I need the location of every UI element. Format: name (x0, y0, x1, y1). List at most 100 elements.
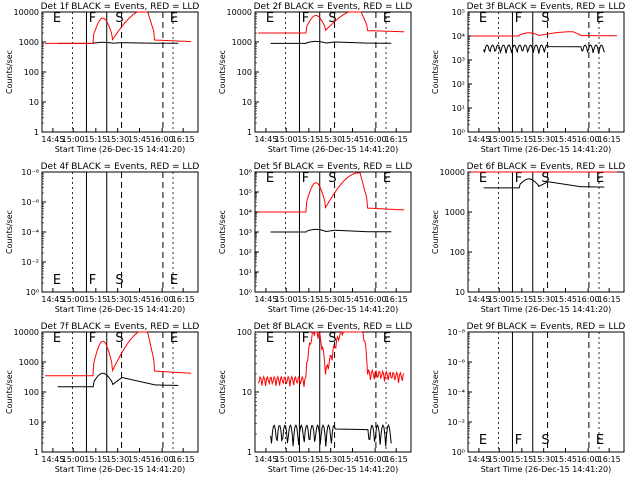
y-axis-label: Counts/sec (5, 210, 14, 254)
x-tick-label: 15:00 (488, 295, 511, 304)
y-axis-label: Counts/sec (431, 370, 440, 414)
y-tick-label: 10³ (239, 228, 252, 237)
x-tick-label: 16:15 (385, 455, 408, 464)
y-tick-label: 1 (247, 128, 252, 137)
flag-label: F (515, 433, 522, 448)
flag-label: E (266, 171, 274, 186)
lld-series-line (257, 331, 405, 388)
x-tick-label: 14:45 (41, 135, 64, 144)
x-tick-label: 16:15 (172, 455, 195, 464)
flag-label: F (302, 11, 309, 26)
flag-label: E (383, 11, 391, 26)
x-tick-label: 16:15 (385, 135, 408, 144)
y-tick-label: 10⁰ (452, 448, 465, 457)
x-tick-label: 15:15 (510, 455, 533, 464)
x-tick-label: 15:15 (297, 295, 320, 304)
events-series-line (270, 228, 392, 233)
x-tick-label: 14:45 (467, 135, 490, 144)
y-tick-label: 10⁻⁴ (447, 388, 465, 397)
flag-label: S (115, 11, 123, 26)
flag-label: F (302, 171, 309, 186)
chart-panel-2: Det 2f BLACK = Events, RED = LLD Counts/s… (218, 2, 412, 154)
flag-label: F (515, 171, 522, 186)
flag-label: S (541, 171, 549, 186)
chart-title: Det 4f BLACK = Events, RED = LLD (41, 162, 200, 172)
events-series-line (483, 178, 605, 189)
flag-label: E (266, 331, 274, 346)
x-tick-label: 16:00 (151, 135, 174, 144)
x-tick-label: 15:00 (62, 135, 85, 144)
y-axis-label: Counts/sec (431, 210, 440, 254)
y-tick-label: 1 (34, 448, 39, 457)
y-axis-label: Counts/sec (218, 210, 227, 254)
events-series-line (57, 372, 179, 388)
y-tick-label: 10⁴ (452, 32, 465, 41)
chart-title: Det 9f BLACK = Events, RED = LLD (467, 322, 626, 332)
y-tick-label: 1000 (232, 38, 252, 47)
x-tick-label: 15:00 (275, 135, 298, 144)
flag-label: S (328, 11, 336, 26)
chart-title: Det 5f BLACK = Events, RED = LLD (254, 162, 413, 172)
y-tick-label: 1 (34, 128, 39, 137)
x-tick-label: 15:15 (297, 135, 320, 144)
x-tick-label: 16:00 (577, 135, 600, 144)
y-axis-label: Counts/sec (431, 50, 440, 94)
y-tick-label: 10⁻⁴ (21, 228, 39, 237)
chart-title: Det 8f BLACK = Events, RED = LLD (254, 322, 413, 332)
flag-label: E (596, 433, 604, 448)
x-tick-label: 16:00 (151, 295, 174, 304)
x-tick-label: 15:00 (275, 455, 298, 464)
flag-label: E (383, 171, 391, 186)
chart-panel-6: Det 6f BLACK = Events, RED = LLD Counts/s… (431, 162, 625, 314)
flag-label: E (53, 331, 61, 346)
y-tick-label: 1000 (19, 358, 39, 367)
y-axis-label: Counts/sec (218, 370, 227, 414)
y-tick-label: 100 (450, 248, 465, 257)
x-tick-label: 14:45 (254, 455, 277, 464)
y-tick-label: 10000 (440, 168, 465, 177)
x-tick-label: 15:30 (106, 295, 129, 304)
x-tick-label: 14:45 (41, 295, 64, 304)
x-tick-label: 16:15 (598, 295, 621, 304)
flag-label: E (266, 11, 274, 26)
lld-series-line (45, 331, 192, 377)
y-axis-label: Counts/sec (5, 50, 14, 94)
y-tick-label: 10 (242, 388, 252, 397)
x-tick-label: 16:15 (598, 135, 621, 144)
chart-title: Det 6f BLACK = Events, RED = LLD (467, 162, 626, 172)
x-axis-label: Start Time (26-Dec-15 14:41:20) (481, 145, 612, 154)
y-tick-label: 1000 (445, 208, 465, 217)
flag-label: F (89, 331, 96, 346)
x-tick-label: 16:00 (364, 455, 387, 464)
y-tick-label: 10 (29, 418, 39, 427)
events-series-line (270, 423, 392, 447)
x-tick-label: 15:00 (488, 455, 511, 464)
x-axis-label: Start Time (26-Dec-15 14:41:20) (55, 305, 186, 314)
chart-title: Det 7f BLACK = Events, RED = LLD (41, 322, 200, 332)
lld-series-line (471, 31, 618, 37)
y-tick-label: 10¹ (239, 268, 252, 277)
y-tick-label: 10⁰ (239, 288, 252, 297)
x-tick-label: 15:30 (532, 135, 555, 144)
chart-panel-5: Det 5f BLACK = Events, RED = LLD Counts/s… (218, 162, 412, 314)
y-tick-label: 10⁻² (21, 258, 39, 267)
x-tick-label: 15:45 (341, 135, 364, 144)
chart-panel-1: Det 1f BLACK = Events, RED = LLD Counts/s… (5, 2, 199, 154)
chart-panel-7: Det 7f BLACK = Events, RED = LLD Counts/s… (5, 322, 199, 474)
flag-label: E (170, 273, 178, 288)
x-tick-label: 14:45 (467, 455, 490, 464)
flag-label: E (53, 11, 61, 26)
x-tick-label: 16:15 (172, 295, 195, 304)
flag-label: S (541, 11, 549, 26)
x-tick-label: 15:45 (128, 135, 151, 144)
x-tick-label: 15:00 (275, 295, 298, 304)
chart-panel-8: Det 8f BLACK = Events, RED = LLD Counts/s… (218, 322, 412, 474)
y-axis-label: Counts/sec (218, 50, 227, 94)
y-tick-label: 10² (239, 248, 252, 257)
flag-label: E (170, 11, 178, 26)
chart-panel-3: Det 3f BLACK = Events, RED = LLD Counts/s… (431, 2, 625, 154)
x-tick-label: 15:30 (106, 135, 129, 144)
x-tick-label: 15:15 (297, 455, 320, 464)
x-axis-label: Start Time (26-Dec-15 14:41:20) (268, 145, 399, 154)
flag-label: E (479, 433, 487, 448)
